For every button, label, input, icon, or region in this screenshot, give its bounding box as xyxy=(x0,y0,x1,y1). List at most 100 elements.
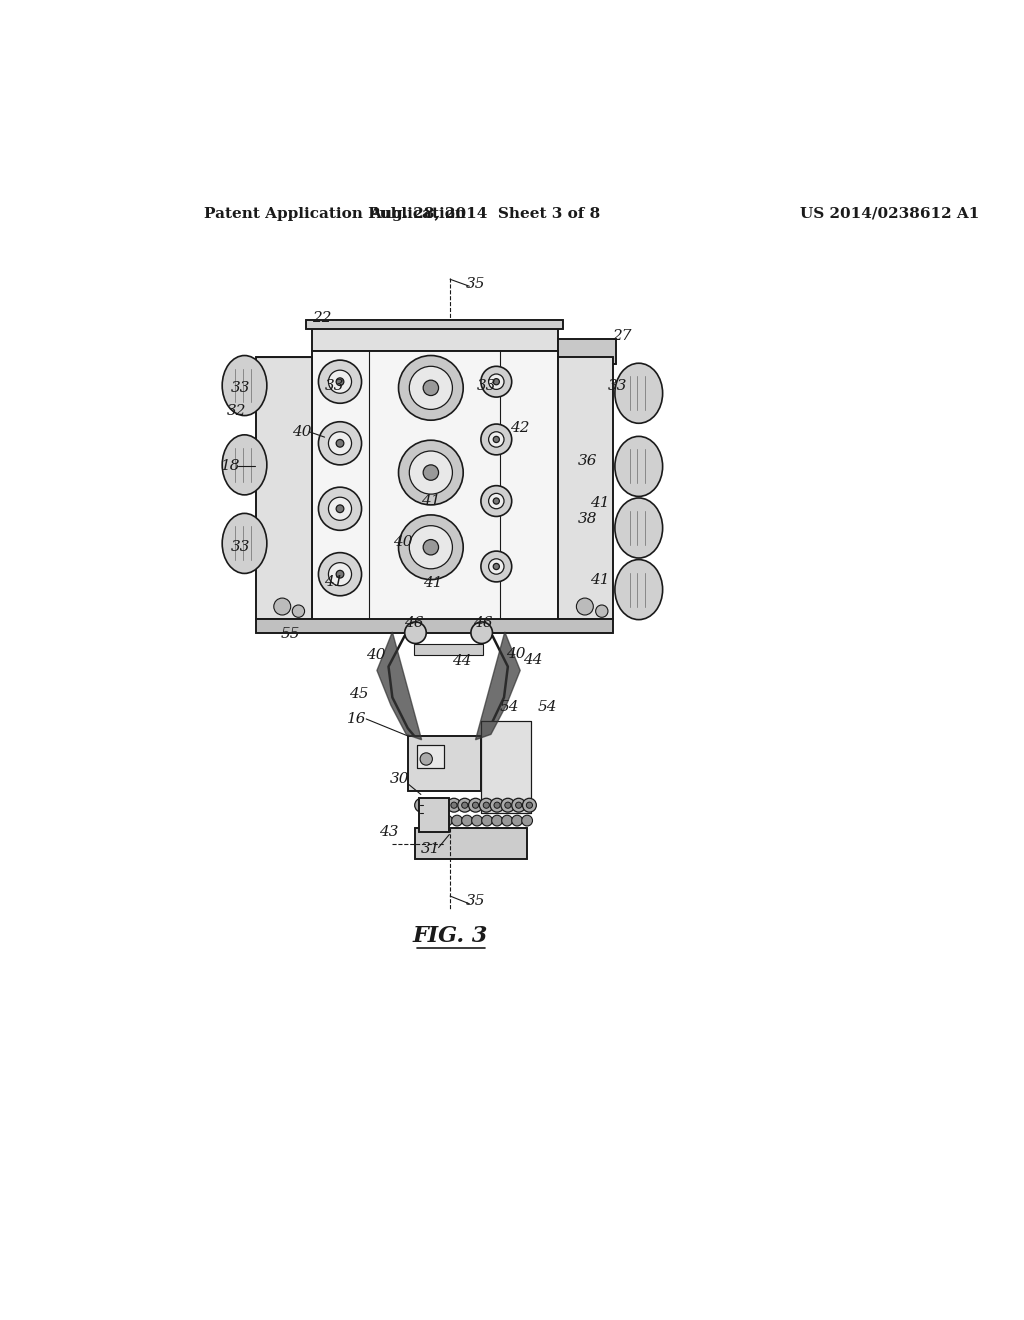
Circle shape xyxy=(329,370,351,393)
Circle shape xyxy=(596,605,608,618)
Circle shape xyxy=(423,540,438,554)
Circle shape xyxy=(447,799,461,812)
Circle shape xyxy=(488,558,504,574)
Text: 33: 33 xyxy=(607,379,627,393)
Circle shape xyxy=(492,816,503,826)
Bar xyxy=(256,619,613,632)
Text: 36: 36 xyxy=(579,454,598,469)
Circle shape xyxy=(481,486,512,516)
Text: 46: 46 xyxy=(404,616,424,631)
Circle shape xyxy=(458,799,472,812)
Circle shape xyxy=(521,816,532,826)
Circle shape xyxy=(472,816,482,826)
Text: 35: 35 xyxy=(466,895,485,908)
Text: 31: 31 xyxy=(421,842,440,857)
Ellipse shape xyxy=(614,363,663,424)
Text: 41: 41 xyxy=(591,495,610,510)
Circle shape xyxy=(501,799,515,812)
Ellipse shape xyxy=(614,437,663,496)
Circle shape xyxy=(436,799,451,812)
Text: 54: 54 xyxy=(500,700,519,714)
Circle shape xyxy=(410,451,453,494)
Bar xyxy=(256,358,311,619)
Circle shape xyxy=(420,752,432,766)
Circle shape xyxy=(472,803,478,808)
Bar xyxy=(481,721,531,813)
Bar xyxy=(256,358,311,619)
Bar xyxy=(416,829,527,859)
Circle shape xyxy=(577,598,593,615)
Text: US 2014/0238612 A1: US 2014/0238612 A1 xyxy=(801,207,980,220)
Circle shape xyxy=(329,432,351,455)
Text: 22: 22 xyxy=(311,310,332,325)
Circle shape xyxy=(488,374,504,389)
Circle shape xyxy=(423,380,438,396)
Circle shape xyxy=(329,498,351,520)
Text: 33: 33 xyxy=(476,379,496,392)
Circle shape xyxy=(522,799,537,812)
Bar xyxy=(419,797,449,832)
Text: 27: 27 xyxy=(612,329,632,342)
Text: 40: 40 xyxy=(366,648,385,663)
Text: 42: 42 xyxy=(510,421,530,434)
Circle shape xyxy=(451,803,457,808)
Text: 45: 45 xyxy=(349,686,369,701)
Text: 33: 33 xyxy=(231,381,251,395)
Circle shape xyxy=(318,422,361,465)
Circle shape xyxy=(336,570,344,578)
Text: 40: 40 xyxy=(393,535,413,549)
Circle shape xyxy=(505,803,511,808)
Text: 16: 16 xyxy=(347,711,367,726)
Circle shape xyxy=(415,799,429,812)
Circle shape xyxy=(481,552,512,582)
Bar xyxy=(416,829,527,859)
Text: 32: 32 xyxy=(227,404,247,418)
Text: 46: 46 xyxy=(473,616,493,631)
Circle shape xyxy=(410,525,453,569)
Text: FIG. 3: FIG. 3 xyxy=(413,925,487,948)
Bar xyxy=(306,321,563,330)
Circle shape xyxy=(462,816,472,826)
Circle shape xyxy=(419,803,425,808)
Bar xyxy=(306,321,563,330)
Circle shape xyxy=(432,816,442,826)
Circle shape xyxy=(452,816,463,826)
Circle shape xyxy=(398,515,463,579)
Circle shape xyxy=(483,803,489,808)
Text: Patent Application Publication: Patent Application Publication xyxy=(204,207,466,220)
Bar xyxy=(311,351,558,620)
Bar xyxy=(481,721,531,813)
Bar xyxy=(558,358,613,619)
Text: 44: 44 xyxy=(522,653,543,668)
Circle shape xyxy=(502,816,512,826)
Circle shape xyxy=(481,816,493,826)
Circle shape xyxy=(336,378,344,385)
Circle shape xyxy=(336,440,344,447)
Circle shape xyxy=(469,799,482,812)
Ellipse shape xyxy=(222,513,267,573)
Bar xyxy=(558,358,613,619)
Circle shape xyxy=(398,355,463,420)
Bar xyxy=(408,737,481,791)
Text: 44: 44 xyxy=(452,655,471,668)
Circle shape xyxy=(318,553,361,595)
Bar xyxy=(558,339,615,364)
Text: 54: 54 xyxy=(539,700,558,714)
Ellipse shape xyxy=(222,434,267,495)
Circle shape xyxy=(494,803,500,808)
Circle shape xyxy=(490,799,504,812)
Circle shape xyxy=(488,432,504,447)
Circle shape xyxy=(515,803,521,808)
Circle shape xyxy=(273,598,291,615)
Circle shape xyxy=(422,816,432,826)
Text: 30: 30 xyxy=(390,772,410,785)
Text: 43: 43 xyxy=(379,825,398,840)
Bar xyxy=(311,326,558,351)
Text: 38: 38 xyxy=(579,512,598,525)
Circle shape xyxy=(441,816,453,826)
Circle shape xyxy=(512,816,522,826)
Circle shape xyxy=(481,367,512,397)
Circle shape xyxy=(488,494,504,508)
Circle shape xyxy=(440,803,446,808)
Circle shape xyxy=(318,487,361,531)
